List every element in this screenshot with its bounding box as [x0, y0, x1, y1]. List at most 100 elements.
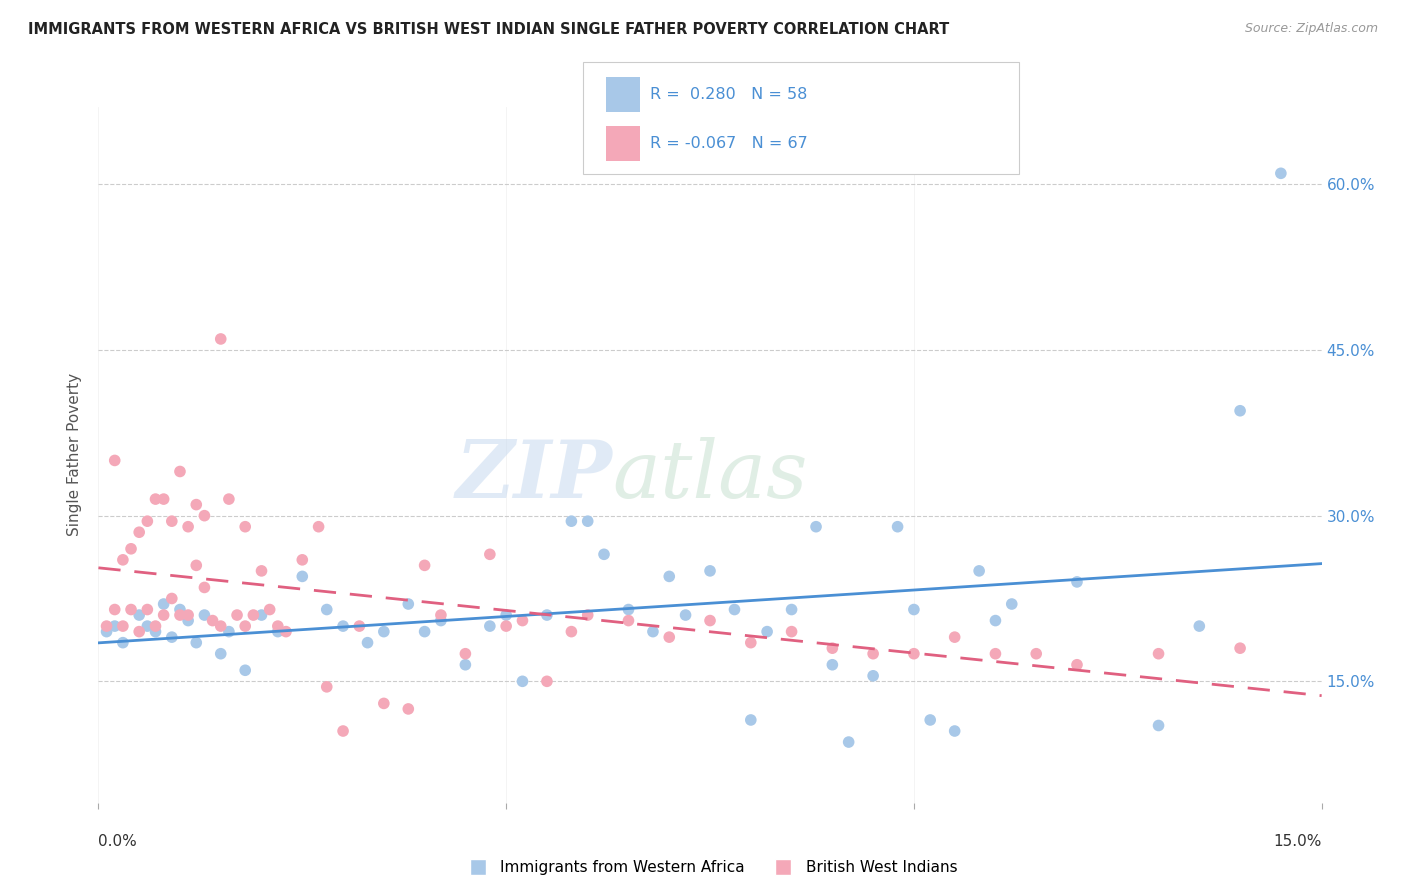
Point — [250, 564, 273, 578]
Text: R = -0.067   N = 67: R = -0.067 N = 67 — [650, 136, 807, 151]
Text: Source: ZipAtlas.com: Source: ZipAtlas.com — [1244, 22, 1378, 36]
Point — [1147, 647, 1170, 661]
Point — [780, 602, 803, 616]
Point — [838, 735, 860, 749]
Point — [274, 624, 297, 639]
Point — [315, 680, 337, 694]
Point — [430, 614, 453, 628]
Point — [332, 724, 354, 739]
Point — [478, 547, 501, 561]
Text: 15.0%: 15.0% — [1274, 834, 1322, 849]
Point — [536, 608, 558, 623]
Point — [396, 597, 419, 611]
Text: R =  0.280   N = 58: R = 0.280 N = 58 — [650, 87, 807, 102]
Point — [160, 591, 183, 606]
Text: IMMIGRANTS FROM WESTERN AFRICA VS BRITISH WEST INDIAN SINGLE FATHER POVERTY CORR: IMMIGRANTS FROM WESTERN AFRICA VS BRITIS… — [28, 22, 949, 37]
Point — [291, 569, 314, 583]
Point — [756, 624, 779, 639]
Point — [267, 624, 290, 639]
Point — [373, 697, 395, 711]
Point — [128, 624, 150, 639]
Y-axis label: Single Father Poverty: Single Father Poverty — [67, 374, 83, 536]
Point — [259, 602, 281, 616]
Text: atlas: atlas — [612, 437, 807, 515]
Point — [617, 614, 640, 628]
Point — [233, 663, 256, 677]
Point — [495, 619, 517, 633]
Point — [96, 624, 118, 639]
Point — [675, 608, 697, 623]
Point — [920, 713, 942, 727]
Point — [903, 647, 925, 661]
Point — [967, 564, 990, 578]
Point — [169, 465, 191, 479]
Point — [250, 608, 273, 623]
Point — [218, 624, 240, 639]
Point — [193, 581, 215, 595]
Point — [1066, 657, 1088, 672]
Point — [186, 635, 208, 649]
Legend: Immigrants from Western Africa, British West Indians: Immigrants from Western Africa, British … — [463, 860, 957, 875]
Point — [308, 519, 330, 533]
Point — [740, 635, 762, 649]
Point — [136, 602, 159, 616]
Point — [862, 669, 884, 683]
Point — [145, 624, 167, 639]
Point — [560, 514, 582, 528]
Point — [536, 674, 558, 689]
Point — [576, 608, 599, 623]
Point — [862, 647, 884, 661]
Point — [821, 657, 844, 672]
Point — [152, 608, 174, 623]
Point — [1270, 166, 1292, 180]
Point — [267, 619, 290, 633]
Point — [111, 635, 134, 649]
Point — [1229, 641, 1251, 656]
Point — [209, 332, 232, 346]
Point — [1188, 619, 1211, 633]
Point — [177, 614, 200, 628]
Point — [209, 619, 232, 633]
Point — [593, 547, 616, 561]
Point — [454, 647, 477, 661]
Point — [233, 519, 256, 533]
Point — [1147, 718, 1170, 732]
Point — [804, 519, 827, 533]
Point — [356, 635, 378, 649]
Text: ZIP: ZIP — [456, 437, 612, 515]
Point — [984, 647, 1007, 661]
Point — [723, 602, 745, 616]
Point — [111, 619, 134, 633]
Point — [740, 713, 762, 727]
Point — [373, 624, 395, 639]
Point — [136, 619, 159, 633]
Point — [177, 519, 200, 533]
Point — [120, 602, 142, 616]
Point — [233, 619, 256, 633]
Point — [576, 514, 599, 528]
Point — [186, 498, 208, 512]
Point — [128, 608, 150, 623]
Point — [96, 619, 118, 633]
Point — [332, 619, 354, 633]
Point — [104, 453, 127, 467]
Point — [1066, 574, 1088, 589]
Point — [120, 541, 142, 556]
Point — [315, 602, 337, 616]
Point — [641, 624, 664, 639]
Point — [699, 614, 721, 628]
Point — [903, 602, 925, 616]
Point — [160, 630, 183, 644]
Point — [699, 564, 721, 578]
Point — [1001, 597, 1024, 611]
Point — [943, 724, 966, 739]
Point — [291, 553, 314, 567]
Point — [152, 597, 174, 611]
Point — [209, 647, 232, 661]
Point — [658, 569, 681, 583]
Point — [177, 608, 200, 623]
Point — [396, 702, 419, 716]
Text: 0.0%: 0.0% — [98, 834, 138, 849]
Point — [780, 624, 803, 639]
Point — [104, 602, 127, 616]
